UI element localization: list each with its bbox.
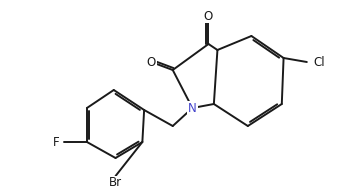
Text: Cl: Cl (314, 55, 325, 69)
Text: Br: Br (109, 176, 122, 190)
Text: N: N (188, 102, 197, 114)
Text: F: F (53, 136, 60, 148)
Text: O: O (147, 55, 156, 69)
Text: O: O (204, 9, 213, 22)
